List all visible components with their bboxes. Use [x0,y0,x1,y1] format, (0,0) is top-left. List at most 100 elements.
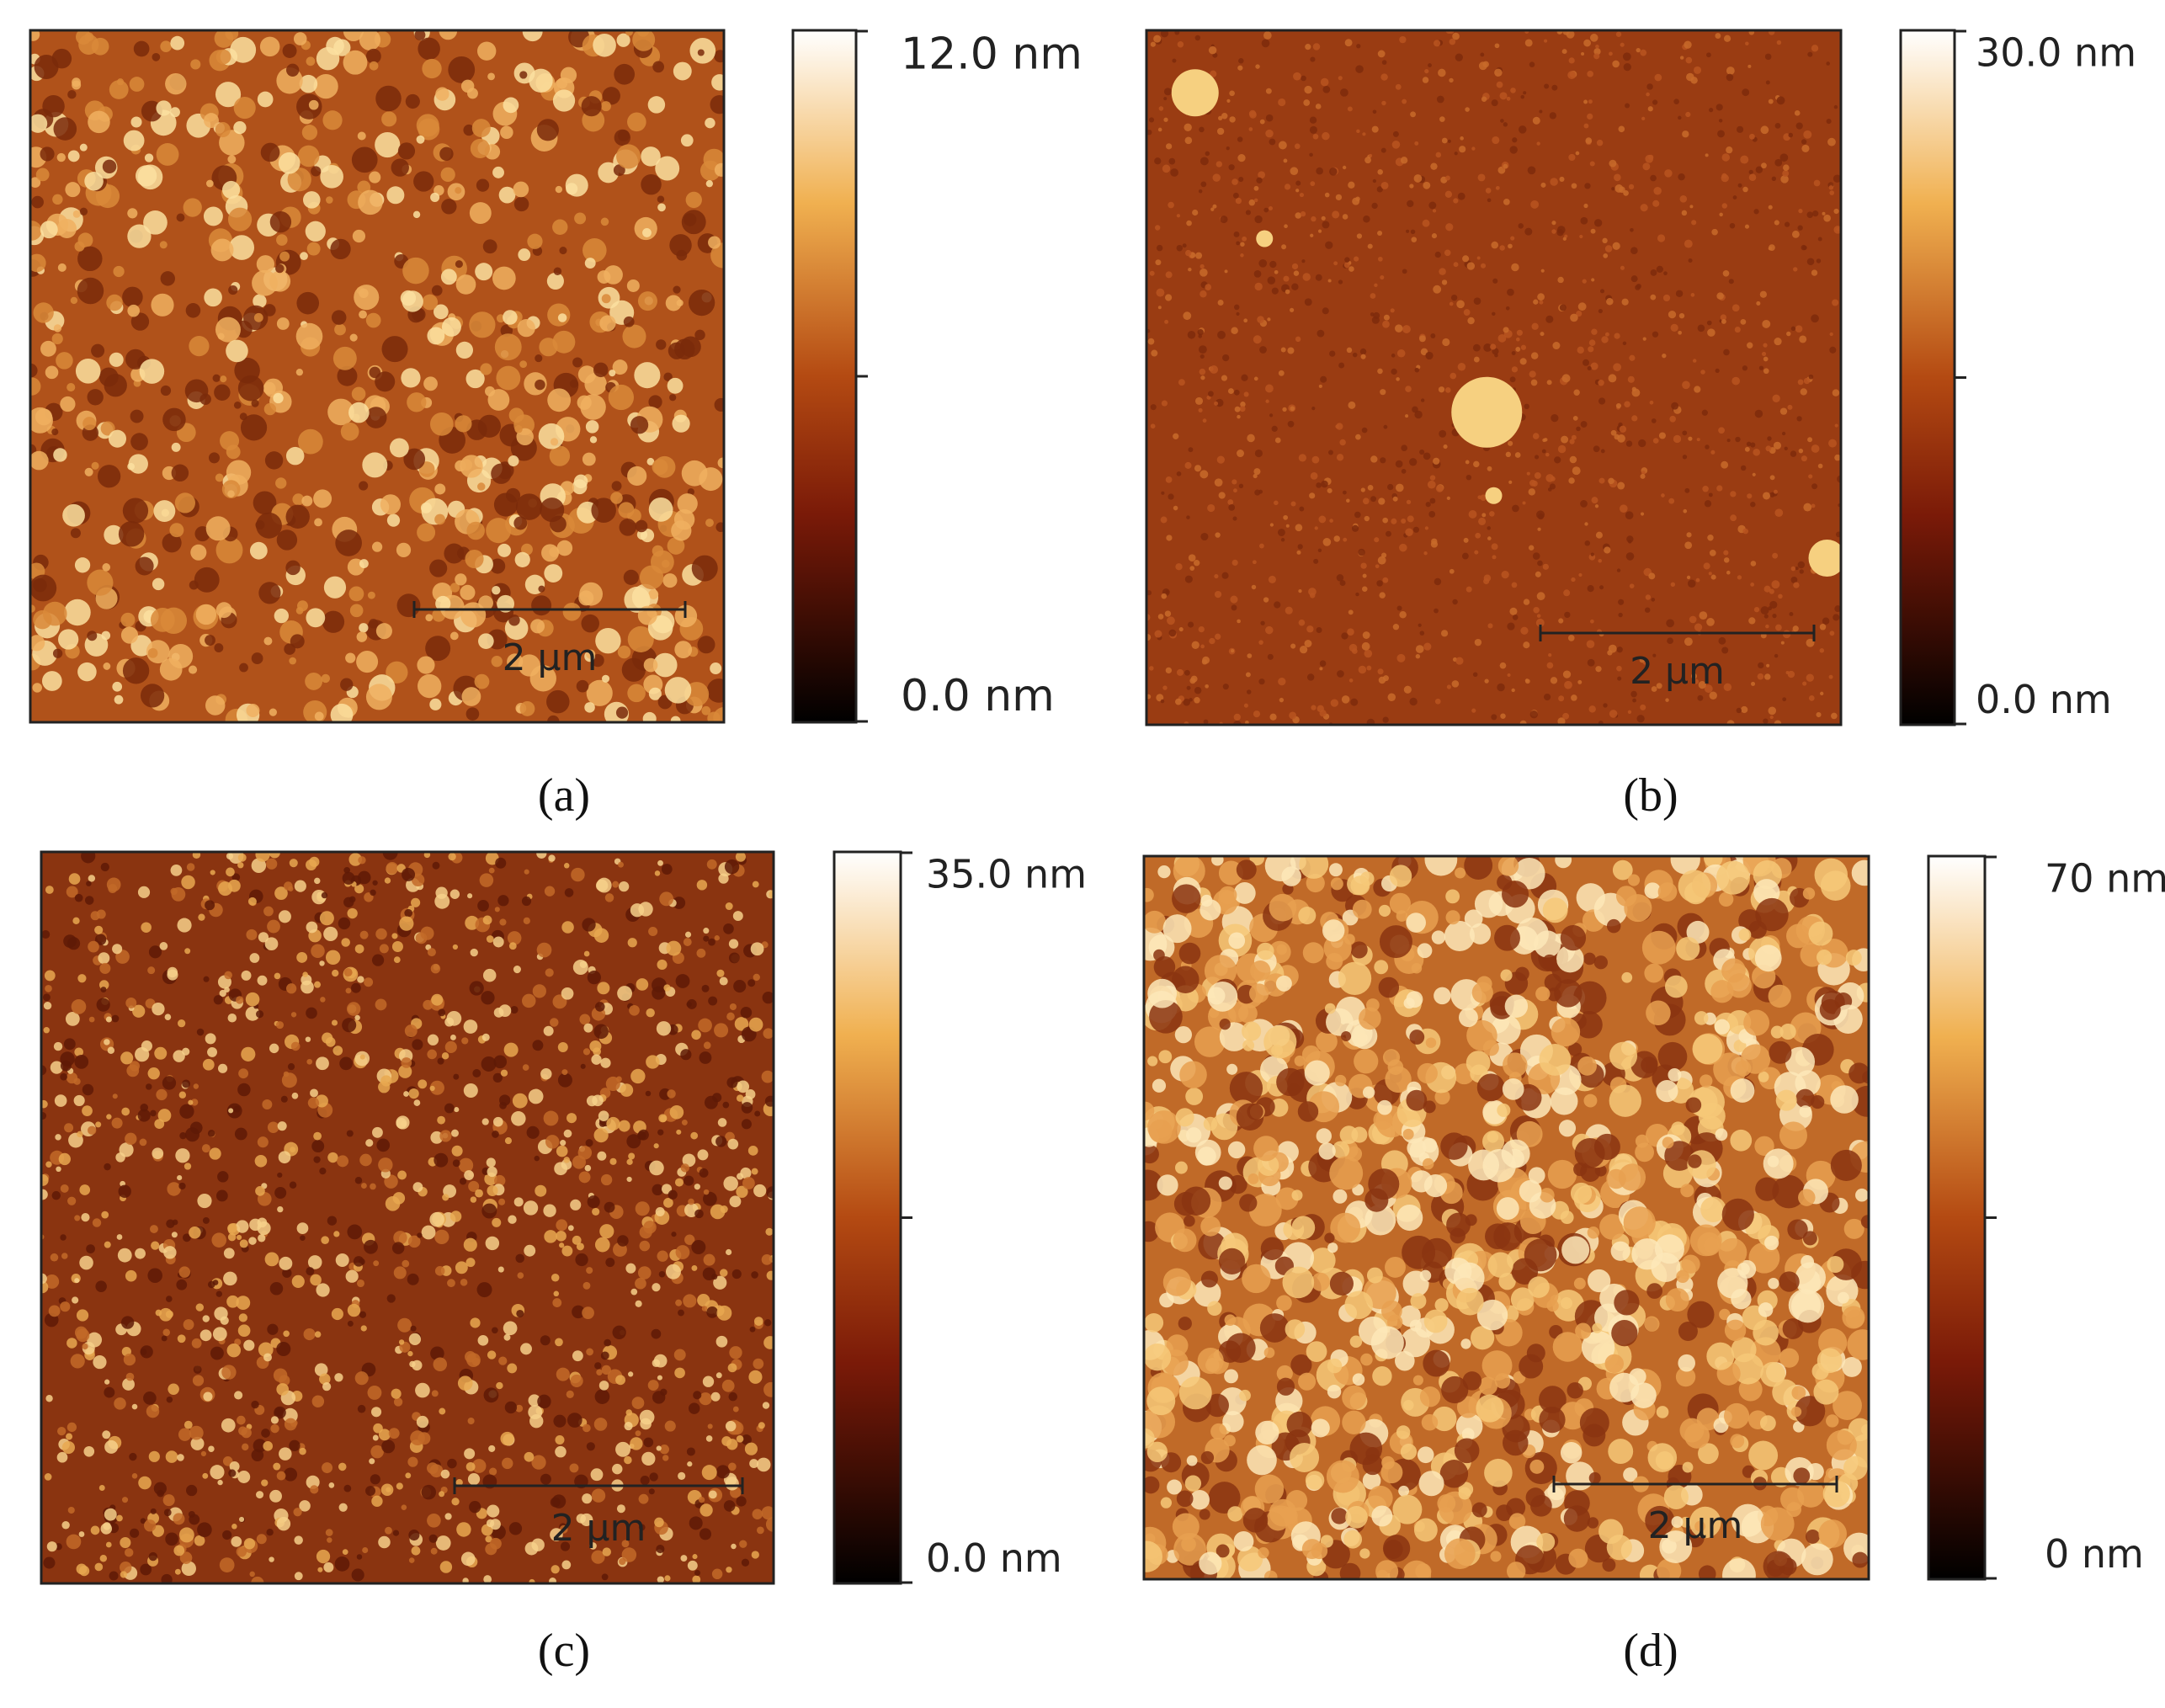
grain [756,1457,771,1472]
grain [1577,679,1583,684]
grain [1395,483,1404,492]
grain [1338,362,1345,369]
grain [1399,543,1407,552]
grain [353,1256,364,1267]
grain [67,1196,77,1205]
grain [1256,177,1263,184]
grain [1258,171,1266,179]
grain [1700,1074,1713,1088]
grain [528,1394,540,1407]
grain [537,1394,551,1409]
grain [492,1131,499,1138]
grain [330,703,354,722]
grain [569,1463,579,1473]
grain [1719,212,1723,217]
grain [103,662,111,670]
grain [296,951,308,963]
grain [1701,409,1708,416]
grain [764,1095,774,1107]
grain [659,1445,669,1455]
grain [1443,444,1448,450]
grain [1362,631,1370,639]
grain [664,1420,676,1432]
grain [1200,181,1207,188]
grain [1557,276,1564,284]
grain [1784,446,1788,450]
grain [173,1050,185,1062]
grain [1402,325,1411,333]
grain [1478,517,1487,525]
grain [515,1404,524,1413]
grain [1473,297,1481,306]
grain [674,1367,685,1379]
grain [1253,198,1258,203]
grain [567,1225,574,1232]
grain [1763,356,1769,362]
grain [402,290,423,312]
grain [1623,1467,1638,1482]
grain [365,312,381,328]
grain [1283,514,1289,520]
grain [669,234,692,257]
grain [657,859,663,866]
grain [215,1290,223,1297]
grain [104,1439,119,1454]
grain [492,936,504,948]
grain [1493,1222,1523,1251]
grain [1188,268,1192,272]
grain [1519,1354,1544,1379]
grain [465,369,485,389]
grain [1577,1056,1597,1076]
grain [1748,133,1755,140]
grain [70,1354,85,1369]
grain [543,1204,556,1217]
grain [345,652,356,663]
grain [694,1209,704,1219]
grain [1278,141,1287,150]
grain [316,46,340,71]
grain [104,1379,110,1385]
grain [199,1329,212,1342]
grain [727,1363,737,1373]
grain [710,662,722,675]
grain [1186,1455,1198,1466]
grain [455,187,462,194]
grain [582,1423,591,1433]
grain [1742,186,1748,193]
grain [1795,1088,1815,1109]
grain [1322,307,1329,315]
grain [1406,913,1426,933]
grain [570,1199,582,1210]
grain [68,873,81,885]
grain [1500,713,1506,719]
grain [396,542,412,558]
grain [1550,677,1558,684]
grain [1218,115,1223,121]
grain [600,101,611,112]
grain [135,1248,146,1259]
grain [1816,258,1822,263]
grain [1650,294,1657,301]
grain [748,1017,763,1032]
grain [444,543,465,564]
grain [1630,275,1638,283]
grain [1744,446,1750,452]
grain [347,1224,363,1240]
grain [146,1404,160,1418]
grain [51,1190,61,1200]
grain [1772,1379,1799,1406]
grain [401,368,421,388]
grain [1754,1136,1774,1157]
grain [1326,1460,1359,1493]
grain [1491,714,1497,721]
grain [257,1217,268,1228]
grain [563,863,570,869]
grain [622,324,646,349]
grain [1741,705,1748,714]
grain [227,490,235,498]
grain [621,1547,637,1562]
grain [1189,1489,1210,1510]
grain [65,1012,80,1026]
grain [1765,80,1770,85]
grain [53,324,62,333]
